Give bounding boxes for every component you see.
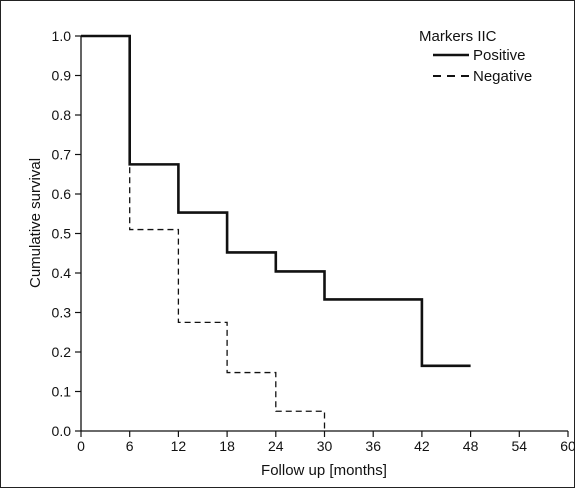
y-tick-label: 0.2	[52, 344, 72, 360]
x-tick-label: 42	[414, 438, 430, 454]
y-tick-label: 0.0	[52, 423, 72, 439]
x-tick-label: 54	[512, 438, 528, 454]
x-tick-label: 6	[126, 438, 134, 454]
x-tick-label: 18	[219, 438, 235, 454]
legend: Markers IIC Positive Negative	[419, 28, 532, 85]
x-tick-label: 60	[560, 438, 575, 454]
series-line-positive	[81, 34, 471, 368]
x-tick-label: 0	[77, 438, 85, 454]
legend-title: Markers IIC	[419, 28, 497, 45]
y-tick-label: 0.7	[52, 147, 72, 163]
y-axis-title: Cumulative survival	[27, 158, 44, 288]
series-layer	[81, 34, 471, 431]
x-axis-title: Follow up [months]	[261, 462, 387, 479]
y-tick-label: 0.6	[52, 186, 72, 202]
y-tick-label: 0.4	[52, 265, 72, 281]
axes-layer	[80, 36, 568, 432]
series-line-negative	[81, 35, 326, 431]
ticks-layer: 0 6 12 18 24 30 36 42 48 54 60 0.0 0.1 0.2 0.3 0.4 0.5 0.…	[52, 28, 575, 454]
y-tick-label: 0.8	[52, 107, 72, 123]
x-tick-label: 30	[317, 438, 333, 454]
y-tick-label: 1.0	[52, 28, 72, 44]
y-tick-label: 0.3	[52, 305, 72, 321]
x-tick-label: 24	[268, 438, 284, 454]
legend-label-positive: Positive	[473, 47, 526, 64]
x-tick-label: 12	[171, 438, 187, 454]
y-tick-label: 0.9	[52, 68, 72, 84]
x-tick-label: 48	[463, 438, 479, 454]
y-tick-label: 0.5	[52, 226, 72, 242]
y-tick-label: 0.1	[52, 384, 72, 400]
legend-label-negative: Negative	[473, 68, 532, 85]
x-tick-label: 36	[365, 438, 381, 454]
